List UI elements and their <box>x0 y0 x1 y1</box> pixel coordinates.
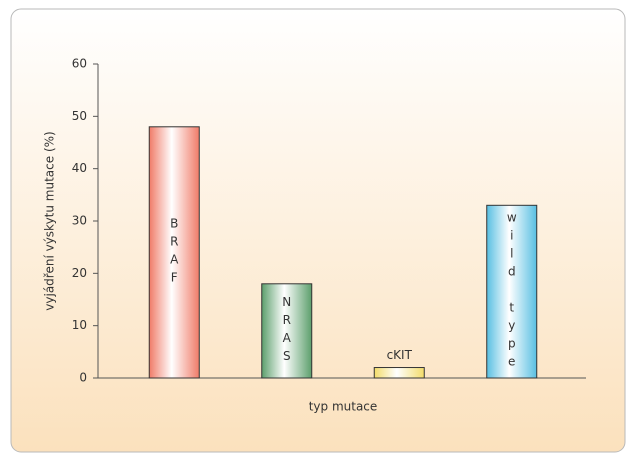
y-tick-label: 30 <box>72 214 87 228</box>
y-tick-label: 40 <box>72 161 87 175</box>
bar-label: BRAF <box>167 216 181 288</box>
y-tick-label: 20 <box>72 266 87 280</box>
bar-label: NRAS <box>280 295 294 367</box>
bar <box>261 283 313 379</box>
x-axis-label: typ mutace <box>309 400 378 414</box>
bar-label: cKIT <box>387 348 413 362</box>
y-axis-label: vyjádření výskytu mutace (%) <box>43 131 57 310</box>
y-tick-label: 50 <box>72 109 87 123</box>
bar-label: wild type <box>505 211 519 373</box>
y-tick-label: 0 <box>79 371 87 385</box>
bar <box>486 204 538 379</box>
bar <box>373 367 425 379</box>
bar <box>148 126 200 379</box>
y-tick-label: 10 <box>72 318 87 332</box>
y-tick-label: 60 <box>72 57 87 71</box>
